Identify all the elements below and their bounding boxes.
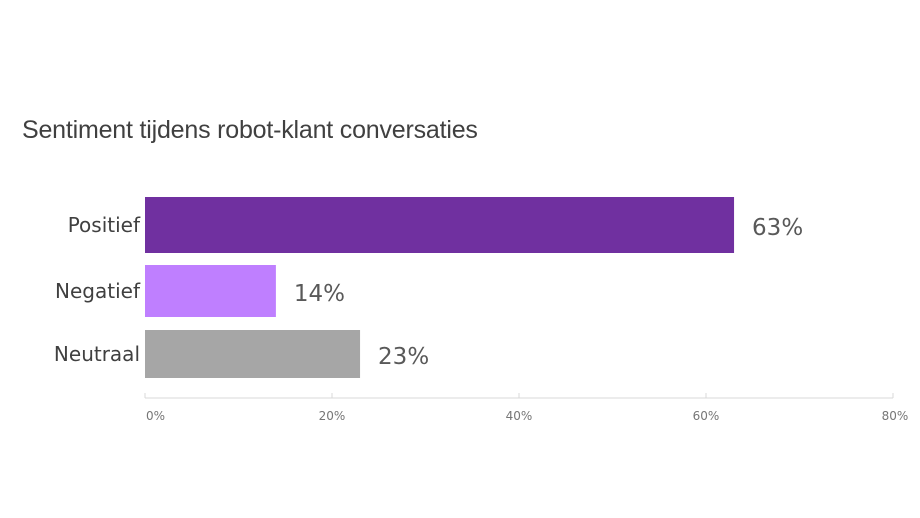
bar-positief xyxy=(145,197,735,253)
bar-neutraal xyxy=(145,330,361,378)
x-tick-label: 20% xyxy=(319,409,346,423)
bars xyxy=(145,197,735,378)
category-label: Negatief xyxy=(55,279,141,303)
x-tick-label: 0% xyxy=(146,409,165,423)
x-tick-label: 40% xyxy=(506,409,533,423)
category-label: Positief xyxy=(68,213,141,237)
labels: Positief 63% Negatief 14% Neutraal 23% xyxy=(54,213,803,370)
category-label: Neutraal xyxy=(54,342,140,366)
x-tick-label: 80% xyxy=(882,409,909,423)
x-tick-label: 60% xyxy=(693,409,720,423)
data-label: 63% xyxy=(752,215,803,241)
chart-title: Sentiment tijdens robot-klant conversati… xyxy=(22,116,478,144)
data-label: 14% xyxy=(294,281,345,307)
data-label: 23% xyxy=(378,344,429,370)
x-axis: 0% 20% 40% 60% 80% xyxy=(144,393,909,423)
bar-negatief xyxy=(145,265,276,317)
